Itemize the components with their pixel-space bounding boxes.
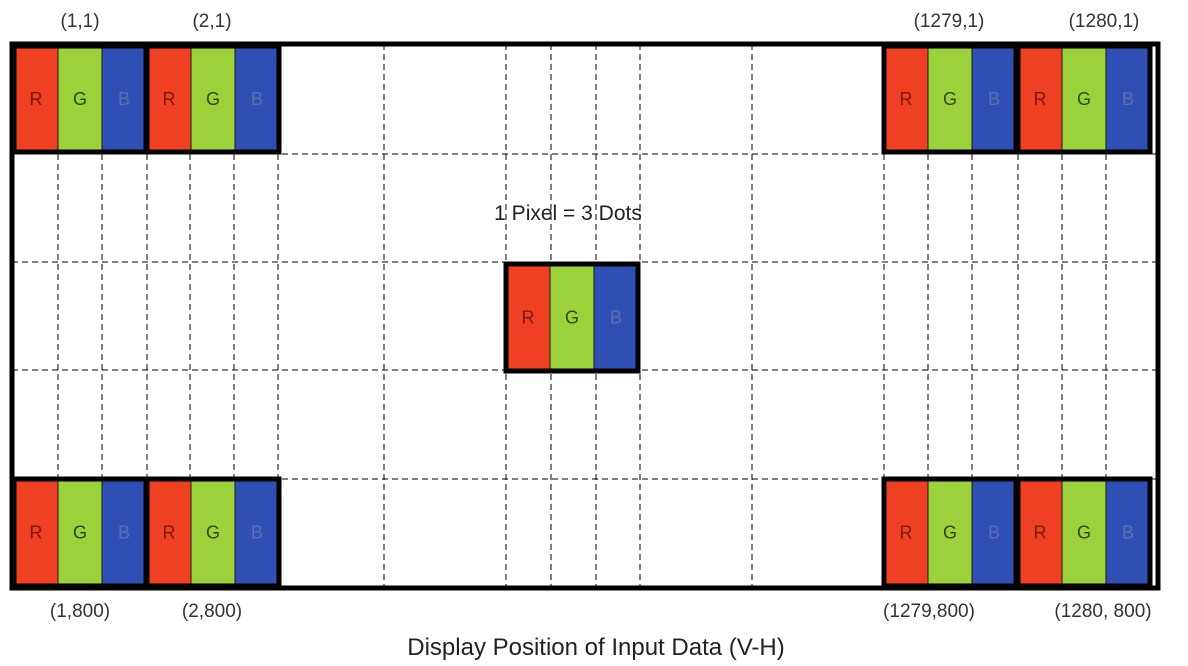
dot-green [1062,479,1106,586]
dot-blue [972,479,1016,586]
dot-label-blue: B [118,523,130,543]
label-pixel-1280-800: (1280, 800) [1054,601,1151,622]
label-pixel-1-1: (1,1) [60,11,99,32]
label-pixel-2-800: (2,800) [182,601,242,622]
dot-label-blue: B [251,89,263,109]
dot-blue [235,46,279,152]
dot-label-red: R [900,89,913,109]
display-outline [9,41,1161,591]
dot-label-red: R [900,523,913,543]
dot-blue [594,264,638,371]
dot-green [928,479,972,586]
dot-label-red: R [30,523,43,543]
dot-label-red: R [1034,89,1047,109]
dot-blue [1106,479,1150,586]
dot-label-green: G [943,89,957,109]
dot-green [191,479,235,586]
dot-red [14,46,58,152]
dot-blue [102,479,146,586]
dot-red [147,479,191,586]
dot-green [928,46,972,152]
dot-blue [102,46,146,152]
dot-green [58,479,102,586]
dot-label-blue: B [1122,523,1134,543]
dot-label-red: R [163,523,176,543]
dot-label-green: G [206,89,220,109]
label-pixel-1-800: (1,800) [50,601,110,622]
dot-red [506,264,550,371]
label-pixel-1280-1: (1280,1) [1069,11,1140,32]
dot-label-blue: B [1122,89,1134,109]
dot-label-green: G [73,89,87,109]
dot-label-blue: B [988,89,1000,109]
dot-label-blue: B [118,89,130,109]
dot-label-red: R [1034,523,1047,543]
dot-label-green: G [206,523,220,543]
dot-label-green: G [565,308,579,328]
label-pixel-1279-800: (1279,800) [883,601,975,622]
dot-green [191,46,235,152]
dot-label-green: G [1077,89,1091,109]
pixel-blocks: R G B R G B R G B R G B R G B R G B R G B R G B R G B [11,43,1153,589]
dot-label-red: R [163,89,176,109]
dot-blue [235,479,279,586]
dot-label-green: G [1077,523,1091,543]
dot-label-blue: B [610,308,622,328]
dot-blue [972,46,1016,152]
label-pixel-1279-1: (1279,1) [914,11,985,32]
dot-red [147,46,191,152]
diagram-caption: Display Position of Input Data (V-H) [407,634,785,661]
dot-green [550,264,594,371]
dot-red [1018,479,1062,586]
dot-green [58,46,102,152]
pixel-frame [503,261,641,374]
dot-green [1062,46,1106,152]
dot-label-green: G [73,523,87,543]
dot-label-blue: B [251,523,263,543]
dot-red [884,479,928,586]
dot-label-blue: B [988,523,1000,543]
dot-label-red: R [522,308,535,328]
dot-red [1018,46,1062,152]
dot-red [14,479,58,586]
dot-label-red: R [30,89,43,109]
label-pixel-2-1: (2,1) [192,11,231,32]
dot-red [884,46,928,152]
dot-label-green: G [943,523,957,543]
pixel-dots-note: 1 Pixel = 3 Dots [494,202,642,225]
dot-blue [1106,46,1150,152]
